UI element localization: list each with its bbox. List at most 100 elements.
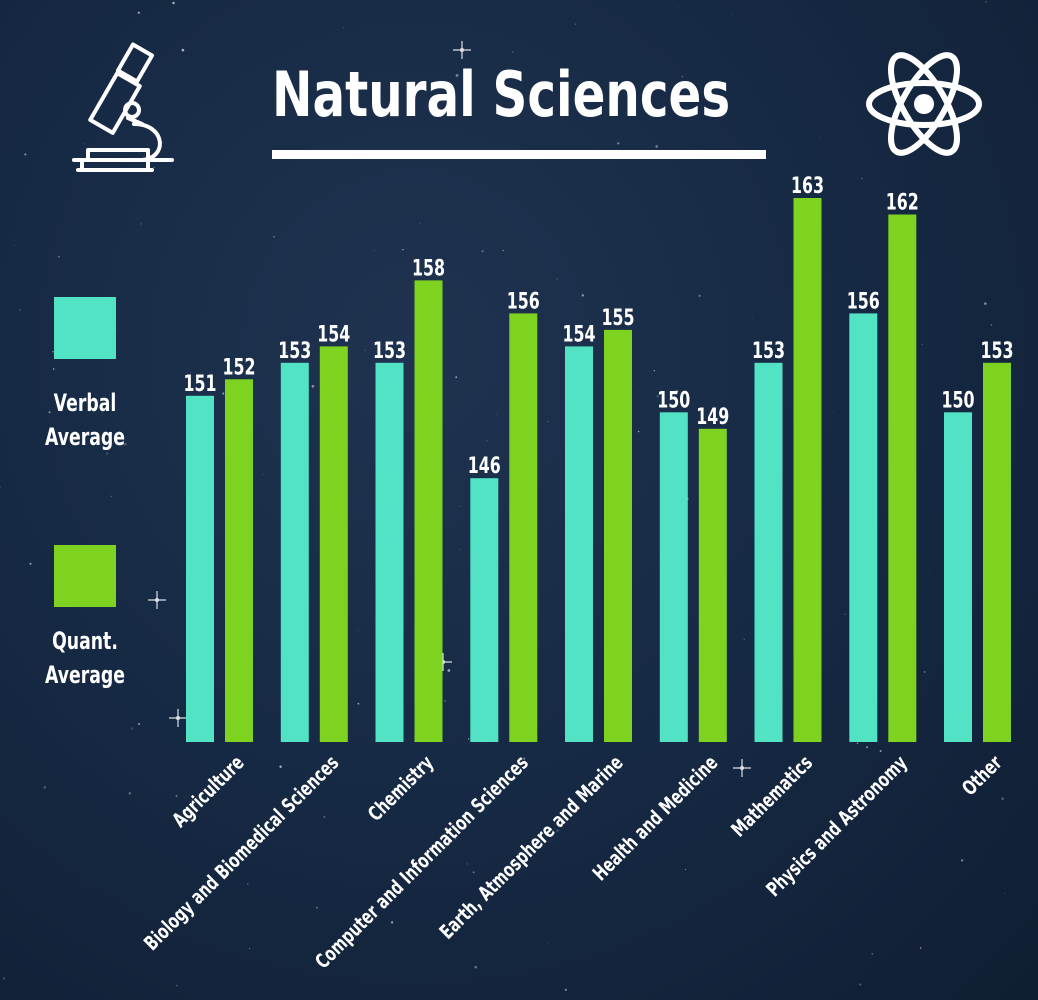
sparkle <box>148 591 166 609</box>
star <box>927 568 929 569</box>
data-label-verbal: 150 <box>657 387 690 413</box>
bar-quant <box>604 329 632 742</box>
star <box>923 671 926 673</box>
star <box>19 308 21 311</box>
star <box>637 430 640 433</box>
data-label-quant: 162 <box>886 189 919 215</box>
legend-label-quant: Quant. Average <box>42 624 128 692</box>
star <box>305 998 307 999</box>
star <box>48 411 51 414</box>
star <box>556 278 558 280</box>
x-tick-label: Chemistry <box>364 751 439 826</box>
star <box>79 880 81 882</box>
star <box>29 562 32 565</box>
sparkle <box>169 709 187 727</box>
star <box>357 630 359 631</box>
star <box>861 177 863 180</box>
star <box>472 871 475 874</box>
star <box>193 303 194 305</box>
star <box>556 829 559 832</box>
data-label-quant: 158 <box>412 255 445 281</box>
star <box>985 1 987 3</box>
star <box>844 613 847 616</box>
star <box>412 283 414 285</box>
data-label-verbal: 153 <box>752 337 785 363</box>
star <box>285 352 288 354</box>
star <box>617 142 620 145</box>
sparkle <box>733 759 751 777</box>
star <box>633 383 634 385</box>
data-label-verbal: 153 <box>373 337 406 363</box>
star <box>466 863 468 865</box>
x-tick-label: Other <box>958 752 1007 801</box>
star <box>0 486 1 488</box>
star <box>351 103 354 106</box>
star <box>455 376 458 379</box>
bar-verbal <box>280 362 309 742</box>
star <box>172 1 175 5</box>
star <box>175 795 178 797</box>
star <box>316 906 318 909</box>
star <box>1001 797 1005 801</box>
legend-label-verbal-line2: Average <box>44 423 126 451</box>
star <box>443 699 447 702</box>
data-label-quant: 154 <box>317 321 350 347</box>
bar-quant <box>698 428 727 742</box>
legend-label-verbal: Verbal Average <box>42 386 128 454</box>
star <box>153 166 155 168</box>
bar-verbal <box>375 362 404 742</box>
star <box>474 965 478 969</box>
star <box>646 85 649 88</box>
star <box>990 324 993 326</box>
star <box>176 984 178 987</box>
star <box>512 51 514 53</box>
star <box>246 883 249 885</box>
x-tick-label: Mathematics <box>727 752 817 842</box>
star <box>24 153 27 156</box>
star <box>984 302 987 305</box>
legend-swatch-verbal <box>54 297 116 359</box>
star <box>684 869 686 871</box>
star <box>130 727 134 730</box>
star <box>455 74 459 77</box>
bar-quant <box>793 198 822 742</box>
bar-verbal <box>186 395 214 742</box>
data-label-quant: 152 <box>222 354 255 380</box>
star <box>960 859 964 862</box>
star <box>698 294 701 297</box>
legend-label-quant-line1: Quant. <box>52 627 118 655</box>
star <box>52 368 55 370</box>
star <box>832 411 834 413</box>
star <box>879 750 882 752</box>
x-tick-label: Agriculture <box>168 752 249 833</box>
star <box>678 7 680 9</box>
bar-verbal <box>659 412 688 742</box>
star <box>865 746 869 749</box>
star <box>567 329 569 331</box>
star <box>58 255 60 258</box>
star <box>481 250 484 253</box>
data-label-verbal: 150 <box>941 387 974 413</box>
star <box>181 48 185 52</box>
star <box>547 942 549 944</box>
bar-verbal <box>565 346 593 742</box>
x-tick-label: Earth, Atmosphere and Marine <box>436 752 628 944</box>
star <box>730 14 732 16</box>
data-label-quant: 156 <box>507 288 540 314</box>
data-label-verbal: 153 <box>278 337 311 363</box>
star <box>124 442 127 446</box>
bar-quant <box>319 346 348 742</box>
star <box>523 757 526 760</box>
star <box>373 250 375 252</box>
star <box>752 319 753 321</box>
star <box>402 249 404 251</box>
data-label-verbal: 151 <box>183 370 216 396</box>
star <box>656 395 659 398</box>
star <box>106 452 109 455</box>
star <box>272 235 276 238</box>
star <box>2 977 5 980</box>
data-label-verbal: 154 <box>562 321 595 347</box>
star <box>454 837 457 840</box>
star <box>653 369 656 372</box>
